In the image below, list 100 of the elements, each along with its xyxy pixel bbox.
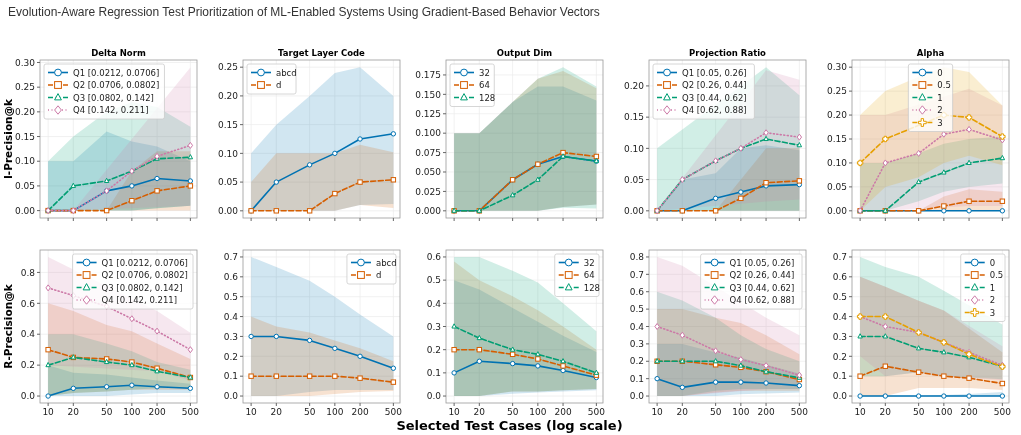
legend-label: Q3 [0.0802, 0.142] <box>73 92 154 103</box>
legend-label: 1 <box>937 92 943 103</box>
y-tick-label: 0.20 <box>826 110 848 121</box>
y-tick-label: 0.30 <box>826 62 848 73</box>
chart-title: Alpha <box>916 48 945 58</box>
y-tick-label: 0.2 <box>832 351 847 362</box>
x-axis-title: Selected Test Cases (log scale) <box>396 418 623 433</box>
y-tick-label: 0.5 <box>426 275 441 286</box>
y-tick-label: 0.15 <box>623 112 644 123</box>
legend-label: Q4 [0.62, 0.88] <box>729 295 795 306</box>
x-tick-label: 20 <box>67 407 80 417</box>
legend-label: abcd <box>276 67 297 78</box>
y-tick-label: 0.5 <box>223 291 238 302</box>
x-tick-label: 500 <box>384 407 403 417</box>
x-tick-label: 100 <box>935 407 953 417</box>
legend-label: Q2 [0.0706, 0.0802] <box>73 80 160 91</box>
x-tick-label: 20 <box>270 407 283 417</box>
y-tick-label: 0.8 <box>20 267 36 278</box>
legend-label: Q3 [0.0802, 0.142] <box>101 282 183 293</box>
y-tick-label: 0.0 <box>223 391 239 402</box>
y-tick-label: 0.1 <box>426 368 441 379</box>
y-tick-label: 0.30 <box>14 57 36 68</box>
y-tick-label: 0.000 <box>415 206 442 217</box>
x-tick-label: 50 <box>303 407 316 417</box>
y-axis-title: R-Precision@k <box>2 283 14 369</box>
x-tick-label: 20 <box>676 407 689 417</box>
chart-title: Projection Ratio <box>689 48 767 58</box>
x-tick-label: 50 <box>709 407 722 417</box>
y-tick-label: 0.15 <box>217 119 238 130</box>
y-tick-label: 0.7 <box>629 269 644 280</box>
legend-label: 1 <box>989 282 996 293</box>
y-tick-label: 0.10 <box>826 158 848 169</box>
x-tick-label: 10 <box>854 407 867 417</box>
x-tick-label: 10 <box>448 407 461 417</box>
legend-label: d <box>375 270 382 281</box>
y-tick-label: 0.050 <box>415 167 442 178</box>
legend-label: Q1 [0.05, 0.26] <box>682 67 747 78</box>
y-tick-label: 0.4 <box>629 321 645 332</box>
x-tick-label: 200 <box>554 407 572 417</box>
x-tick-label: 100 <box>326 407 344 417</box>
legend-label: d <box>276 80 282 91</box>
legend-label: 32 <box>479 67 490 78</box>
y-tick-label: 0.4 <box>223 311 239 322</box>
y-tick-label: 0.00 <box>623 206 645 217</box>
x-tick-label: 200 <box>351 407 369 417</box>
y-tick-label: 0.1 <box>629 373 644 384</box>
legend-label: Q4 [0.62, 0.88] <box>682 105 747 116</box>
y-tick-label: 0.175 <box>415 70 441 81</box>
y-tick-label: 0.6 <box>629 286 645 297</box>
chart-title: Delta Norm <box>91 48 146 58</box>
y-tick-label: 0.0 <box>426 391 442 402</box>
x-tick-label: 10 <box>651 407 664 417</box>
y-tick-label: 0.15 <box>826 134 847 145</box>
x-tick-label: 200 <box>148 407 166 417</box>
legend-label: 3 <box>937 117 943 128</box>
x-tick-label: 50 <box>100 407 113 417</box>
y-tick-label: 0.2 <box>223 351 238 362</box>
y-tick-label: 0.6 <box>426 252 442 263</box>
legend-label: 0 <box>989 257 996 268</box>
y-tick-label: 0.25 <box>826 86 847 97</box>
y-tick-label: 0.20 <box>623 81 645 92</box>
y-tick-label: 0.05 <box>623 174 644 185</box>
legend-label: Q3 [0.44, 0.62] <box>729 282 795 293</box>
y-tick-label: 0.3 <box>426 321 441 332</box>
y-tick-label: 0.4 <box>20 329 36 340</box>
y-tick-label: 0.5 <box>832 291 847 302</box>
y-tick-label: 0.075 <box>415 147 441 158</box>
y-tick-label: 0.7 <box>223 252 238 263</box>
x-tick-label: 500 <box>181 407 200 417</box>
x-tick-label: 20 <box>879 407 892 417</box>
legend-label: Q4 [0.142, 0.211] <box>101 295 178 306</box>
x-tick-label: 20 <box>473 407 486 417</box>
y-tick-label: 0.3 <box>629 339 644 350</box>
legend-label: 64 <box>479 80 490 91</box>
x-tick-label: 500 <box>587 407 606 417</box>
y-tick-label: 0.025 <box>415 186 441 197</box>
x-tick-label: 100 <box>732 407 750 417</box>
y-tick-label: 0.0 <box>832 391 848 402</box>
y-tick-label: 0.5 <box>629 304 644 315</box>
y-tick-label: 0.8 <box>629 252 645 263</box>
legend-label: Q3 [0.44, 0.62] <box>682 92 747 103</box>
y-tick-label: 0.6 <box>832 272 848 283</box>
y-tick-label: 0.00 <box>217 206 239 217</box>
legend-label: 0.5 <box>989 270 1004 281</box>
y-tick-label: 0.15 <box>14 131 35 142</box>
legend-label: 2 <box>937 105 943 116</box>
x-tick-label: 500 <box>790 407 809 417</box>
y-tick-label: 0.20 <box>14 107 36 118</box>
y-tick-label: 0.4 <box>832 311 848 322</box>
y-tick-label: 0.10 <box>623 143 645 154</box>
legend-label: 2 <box>989 295 996 306</box>
y-tick-label: 0.0 <box>20 391 36 402</box>
x-tick-label: 200 <box>757 407 775 417</box>
y-tick-label: 0.0 <box>629 391 645 402</box>
text: Evolution-Aware Regression Test Prioritization of ML-Enabled Systems Using Gradient-Based Behavior Vectors <box>8 5 600 19</box>
y-tick-label: 0.7 <box>832 252 847 263</box>
chart-title: Target Layer Code <box>278 48 366 58</box>
legend-label: Q1 [0.0212, 0.0706] <box>101 257 188 268</box>
y-tick-label: 0.25 <box>14 82 35 93</box>
y-tick-label: 0.20 <box>217 91 239 102</box>
